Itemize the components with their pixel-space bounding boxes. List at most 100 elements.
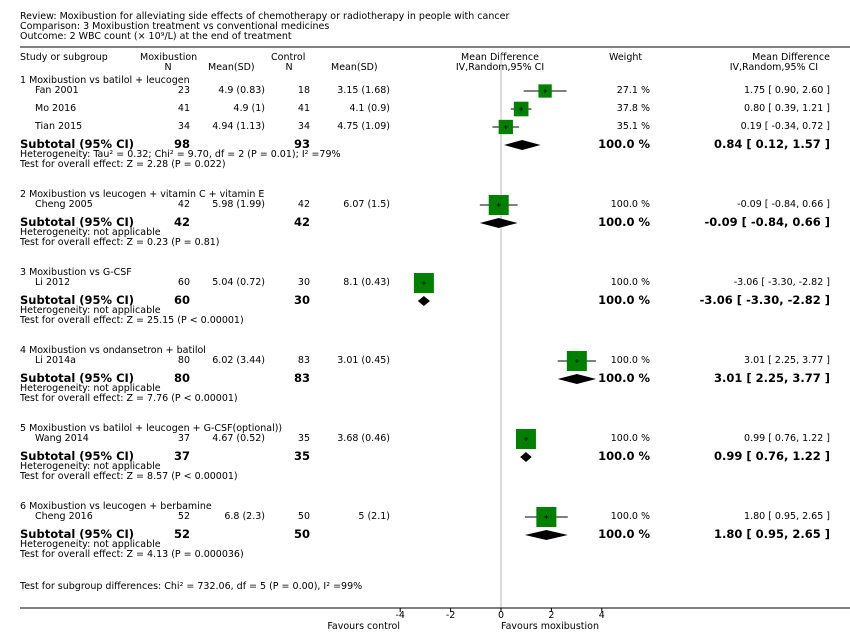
study-control-n: 34 [297, 121, 310, 132]
x-tick-label: 0 [497, 610, 505, 621]
col-study-header: Study or subgroup [20, 52, 108, 63]
study-name: Cheng 2016 [35, 511, 93, 522]
study-name: Li 2014a [35, 355, 76, 366]
study-control-n: 18 [297, 85, 310, 96]
study-name: Cheng 2005 [35, 199, 93, 210]
x-tick-label: 4 [598, 610, 605, 621]
study-moxibustion-meansd: 4.94 (1.13) [212, 121, 265, 132]
col-md2-method-header: IV,Random,95% CI [729, 62, 818, 73]
study-control-meansd: 3.68 (0.46) [337, 433, 390, 444]
subgroup-title: 1 Moxibustion vs batilol + leucogen [20, 75, 190, 86]
subtotal-label: Subtotal (95% CI) [20, 293, 135, 307]
col-control-meansd-header: Mean(SD) [331, 62, 378, 73]
heterogeneity-text: Heterogeneity: not applicable [20, 227, 161, 238]
overall-effect-text: Test for overall effect: Z = 7.76 (P < 0… [20, 393, 238, 404]
study-moxibustion-n: 41 [177, 103, 190, 114]
subtotal-control-n: 35 [293, 449, 310, 463]
subtotal-control-n: 42 [293, 215, 310, 229]
subtotal-moxibustion-n: 52 [173, 527, 190, 541]
study-moxibustion-meansd: 6.8 (2.3) [224, 511, 265, 522]
subgroup-title: 6 Moxibustion vs leucogen + berbamine [20, 501, 212, 512]
col-md-method-header: IV,Random,95% CI [455, 62, 545, 73]
col-moxibustion-header: Moxibustion [140, 52, 198, 63]
subtotal-diamond [557, 374, 597, 384]
study-weight: 37.8 % [616, 103, 650, 114]
study-name: Tian 2015 [35, 121, 83, 132]
study-moxibustion-n: 60 [177, 277, 190, 288]
outcome-title: Outcome: 2 WBC count (× 10⁹/L) at the en… [20, 31, 292, 42]
col-moxibustion-n-header: N [164, 62, 172, 73]
heterogeneity-text: Heterogeneity: not applicable [20, 383, 161, 394]
subtotal-moxibustion-n: 80 [173, 371, 190, 385]
subgroup-title: 2 Moxibustion vs leucogen + vitamin C + … [20, 189, 265, 200]
subtotal-label: Subtotal (95% CI) [20, 137, 135, 151]
subtotal-diamond [479, 218, 518, 228]
subtotal-label: Subtotal (95% CI) [20, 449, 135, 463]
subtotal-ci-text: 0.99 [ 0.76, 1.22 ] [713, 449, 830, 463]
study-control-meansd: 8.1 (0.43) [343, 277, 390, 288]
study-control-n: 41 [297, 103, 310, 114]
heterogeneity-text: Heterogeneity: not applicable [20, 305, 161, 316]
heterogeneity-text: Heterogeneity: not applicable [20, 539, 161, 550]
overall-effect-text: Test for overall effect: Z = 2.28 (P = 0… [20, 159, 226, 170]
study-control-n: 50 [297, 511, 310, 522]
favours-left-label: Favours control [327, 621, 400, 632]
study-moxibustion-n: 80 [177, 355, 190, 366]
subtotal-diamond [524, 530, 568, 540]
subtotal-control-n: 83 [293, 371, 310, 385]
study-weight: 100.0 % [610, 355, 650, 366]
subtotal-weight: 100.0 % [598, 371, 650, 385]
overall-effect-text: Test for overall effect: Z = 4.13 (P = 0… [20, 549, 244, 560]
subtotal-ci-text: 3.01 [ 2.25, 3.77 ] [713, 371, 830, 385]
subtotal-weight: 100.0 % [598, 215, 650, 229]
study-control-meansd: 5 (2.1) [358, 511, 390, 522]
study-ci-text: -0.09 [ -0.84, 0.66 ] [737, 199, 830, 210]
study-weight: 100.0 % [610, 277, 650, 288]
subtotal-weight: 100.0 % [598, 293, 650, 307]
study-moxibustion-meansd: 5.04 (0.72) [212, 277, 265, 288]
study-moxibustion-n: 23 [177, 85, 190, 96]
subtotal-diamond [520, 452, 532, 462]
overall-effect-text: Test for overall effect: Z = 25.15 (P < … [20, 315, 244, 326]
overall-effect-text: Test for overall effect: Z = 8.57 (P < 0… [20, 471, 238, 482]
study-ci-text: 1.75 [ 0.90, 2.60 ] [744, 85, 830, 96]
subtotal-ci-text: -0.09 [ -0.84, 0.66 ] [704, 215, 830, 229]
study-weight: 100.0 % [610, 511, 650, 522]
heterogeneity-text: Heterogeneity: not applicable [20, 461, 161, 472]
study-ci-text: 1.80 [ 0.95, 2.65 ] [744, 511, 830, 522]
study-control-n: 83 [297, 355, 310, 366]
subgroup-differences-test: Test for subgroup differences: Chi² = 73… [20, 581, 363, 592]
x-tick-label: 2 [548, 610, 555, 621]
study-moxibustion-meansd: 5.98 (1.99) [212, 199, 265, 210]
study-moxibustion-n: 52 [177, 511, 190, 522]
study-weight: 100.0 % [610, 199, 650, 210]
study-moxibustion-n: 37 [177, 433, 190, 444]
study-control-meansd: 4.75 (1.09) [337, 121, 390, 132]
favours-right-label: Favours moxibustion [501, 621, 599, 632]
col-control-n-header: N [285, 62, 293, 73]
subtotal-moxibustion-n: 42 [173, 215, 190, 229]
subtotal-diamond [417, 296, 430, 306]
study-control-meansd: 6.07 (1.5) [343, 199, 390, 210]
subtotal-ci-text: 1.80 [ 0.95, 2.65 ] [713, 527, 830, 541]
study-control-meansd: 4.1 (0.9) [349, 103, 390, 114]
study-control-n: 42 [297, 199, 310, 210]
subtotal-diamond [504, 140, 541, 150]
study-weight: 35.1 % [616, 121, 650, 132]
study-name: Mo 2016 [35, 103, 77, 114]
subgroup-title: 3 Moxibustion vs G-CSF [20, 267, 132, 278]
subtotal-label: Subtotal (95% CI) [20, 527, 135, 541]
subtotal-weight: 100.0 % [598, 527, 650, 541]
study-ci-text: 0.19 [ -0.34, 0.72 ] [740, 121, 830, 132]
comparison-title: Comparison: 3 Moxibustion treatment vs c… [20, 21, 330, 32]
study-name: Fan 2001 [35, 85, 79, 96]
subtotal-moxibustion-n: 60 [173, 293, 190, 307]
study-moxibustion-n: 42 [177, 199, 190, 210]
x-tick-label: -4 [395, 610, 405, 621]
subgroup-title: 5 Moxibustion vs batilol + leucogen + G-… [20, 423, 283, 434]
subtotal-ci-text: -3.06 [ -3.30, -2.82 ] [699, 293, 830, 307]
subtotal-control-n: 30 [293, 293, 310, 307]
subtotal-ci-text: 0.84 [ 0.12, 1.57 ] [713, 137, 830, 151]
